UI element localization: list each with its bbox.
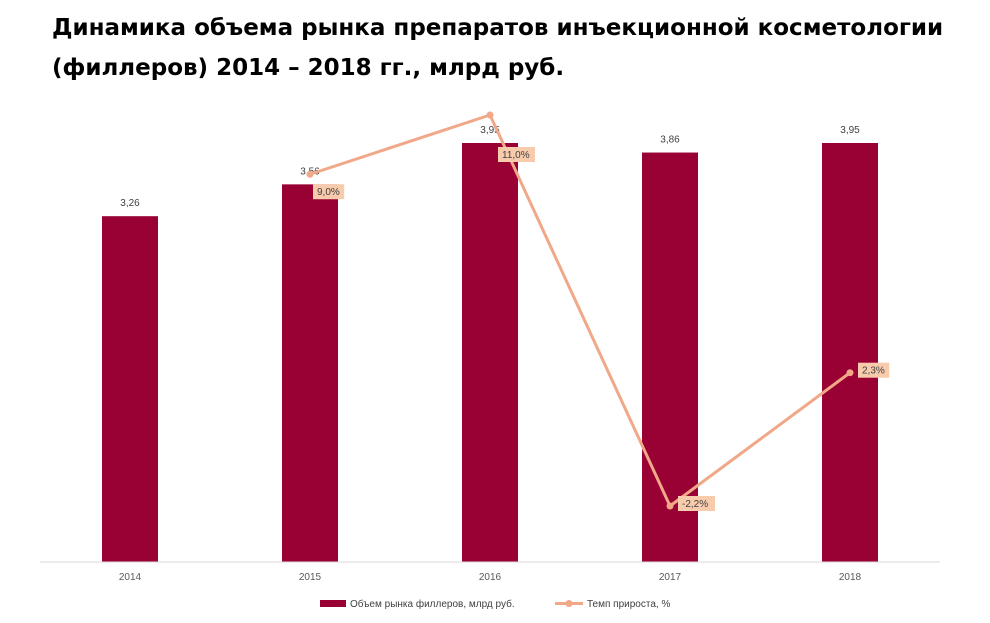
bar-series bbox=[102, 143, 878, 563]
x-tick-2018: 2018 bbox=[839, 572, 862, 583]
x-tick-2017: 2017 bbox=[659, 572, 682, 583]
legend-label-bars: Объем рынка филлеров, млрд руб. bbox=[350, 598, 515, 610]
x-axis-ticks: 2014 2015 2016 2017 2018 bbox=[119, 572, 862, 583]
bar-label-2014: 3,26 bbox=[120, 198, 140, 209]
growth-line-series: 9,0% 11,0% -2,2% 2,3% bbox=[306, 111, 890, 511]
x-tick-2015: 2015 bbox=[299, 572, 322, 583]
growth-point-2015 bbox=[306, 170, 314, 178]
legend-label-line: Темп прироста, % bbox=[587, 599, 670, 610]
growth-label-2017: -2,2% bbox=[682, 499, 708, 510]
chart-title: Динамика объема рынка препаратов инъекци… bbox=[52, 15, 944, 81]
bar-label-2018: 3,95 bbox=[840, 125, 860, 136]
growth-point-2016 bbox=[486, 111, 494, 119]
bar-2015 bbox=[282, 184, 338, 562]
bar-2016 bbox=[462, 143, 518, 562]
legend-swatch-bars bbox=[320, 600, 346, 607]
growth-label-bg-2016 bbox=[498, 147, 535, 162]
bar-label-2017: 3,86 bbox=[660, 135, 680, 146]
legend: Объем рынка филлеров, млрд руб. Темп прир… bbox=[320, 598, 670, 610]
bar-label-2016: 3,95 bbox=[480, 125, 500, 136]
growth-line bbox=[309, 113, 851, 508]
legend-swatch-marker bbox=[565, 600, 573, 607]
bar-2018 bbox=[822, 143, 878, 562]
bar-2014 bbox=[102, 216, 158, 563]
growth-point-2017 bbox=[666, 502, 674, 510]
growth-label-bg-2018 bbox=[858, 362, 890, 378]
x-tick-2014: 2014 bbox=[119, 572, 142, 583]
growth-label-2018: 2,3% bbox=[862, 366, 885, 377]
growth-label-2016: 11,0% bbox=[502, 150, 530, 161]
growth-point-2018 bbox=[846, 369, 854, 377]
growth-label-2015: 9,0% bbox=[317, 187, 340, 198]
x-tick-2016: 2016 bbox=[479, 572, 502, 583]
growth-label-bg-2015 bbox=[313, 184, 345, 200]
growth-label-bg-2017 bbox=[678, 496, 715, 511]
